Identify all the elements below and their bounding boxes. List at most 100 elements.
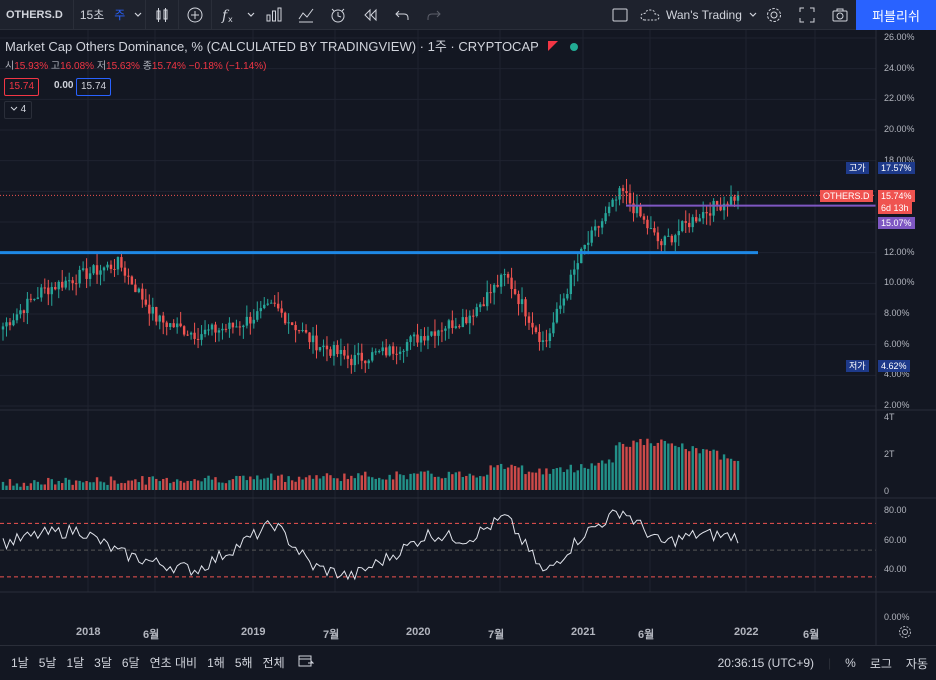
volume-bar <box>729 458 733 490</box>
series-legend[interactable]: Market Cap Others Dominance, % (CALCULAT… <box>5 36 578 55</box>
volume-bar <box>158 481 161 490</box>
percent-scale-toggle[interactable]: % <box>845 656 856 670</box>
price-tick-label: 6.00% <box>884 338 910 349</box>
volume-bar <box>607 459 611 490</box>
candle-body <box>12 320 15 326</box>
financials-icon[interactable] <box>258 0 290 30</box>
range-button[interactable]: 1달 <box>66 656 85 670</box>
candle-body <box>214 324 217 333</box>
volume-bar <box>465 475 468 490</box>
chevron-down-icon[interactable] <box>131 0 145 30</box>
volume-bar <box>391 479 395 490</box>
candle-body <box>684 221 687 223</box>
sell-price-box[interactable]: 15.74 <box>4 78 40 96</box>
candle-body <box>325 345 329 350</box>
candle-body <box>357 352 360 356</box>
volume-bar <box>555 468 559 490</box>
axis-tick-label: 4T <box>884 412 895 422</box>
chart-canvas[interactable] <box>0 30 936 645</box>
axis-tick-label: 0 <box>884 486 890 496</box>
auto-scale-toggle[interactable]: 자동 <box>905 656 928 671</box>
volume-bar <box>165 477 168 490</box>
range-button[interactable]: 전체 <box>262 656 285 670</box>
clock-time[interactable]: 20:36:15 (UTC+9) <box>717 656 815 670</box>
candle-body <box>465 317 468 324</box>
volume-bar <box>329 475 332 490</box>
price-tick-label: 10.00% <box>884 277 915 288</box>
buy-price-box[interactable]: 15.74 <box>76 78 112 96</box>
price-tick-label: 18.00% <box>884 154 915 165</box>
volume-bar <box>698 453 701 490</box>
candle-body <box>454 326 458 328</box>
candle-body <box>141 288 144 300</box>
symbol-search-button[interactable]: OTHERS.D <box>6 8 63 21</box>
volume-bar <box>726 458 729 490</box>
volume-bar <box>364 471 367 490</box>
volume-bar <box>677 447 680 490</box>
volume-bar <box>618 442 621 490</box>
alert-clock-icon[interactable] <box>322 0 354 30</box>
volume-bar <box>311 478 315 490</box>
range-button[interactable]: 1날 <box>11 656 29 670</box>
candle-body <box>273 302 276 304</box>
range-button[interactable]: 3달 <box>94 656 112 670</box>
candle-body <box>670 235 674 243</box>
volume-bar <box>646 438 649 490</box>
candles-icon[interactable] <box>146 0 178 30</box>
indicators-collapse-button[interactable]: 4 <box>4 101 32 119</box>
settings-gear-icon[interactable] <box>758 0 790 30</box>
log-scale-toggle[interactable]: 로그 <box>869 656 892 671</box>
fullscreen-layout-icon[interactable] <box>604 0 636 30</box>
date-range-icon[interactable] <box>298 654 314 671</box>
candle-body <box>694 217 698 222</box>
candle-body <box>503 274 506 276</box>
volume-bar <box>416 473 419 490</box>
axis-settings-gear-icon[interactable] <box>898 625 912 644</box>
volume-bar <box>273 480 276 490</box>
candle-body <box>19 310 22 315</box>
candle-body <box>283 312 287 324</box>
replay-icon[interactable] <box>354 0 386 30</box>
templates-icon[interactable] <box>290 0 322 30</box>
layout-menu[interactable]: Wan's Trading <box>640 0 758 30</box>
chevron-down-icon <box>749 12 757 17</box>
redo-icon[interactable] <box>418 0 450 30</box>
interval-button[interactable]: 15초 <box>79 8 105 22</box>
volume-bar <box>367 476 370 490</box>
candle-body <box>677 231 680 236</box>
add-compare-icon[interactable] <box>179 0 211 30</box>
volume-bar <box>40 484 43 490</box>
camera-icon[interactable] <box>824 0 856 30</box>
fullscreen-icon[interactable] <box>791 0 823 30</box>
volume-bar <box>137 482 141 490</box>
range-button[interactable]: 1해 <box>207 656 225 670</box>
price-tick-label: 12.00% <box>884 246 915 257</box>
candle-body <box>573 269 576 275</box>
undo-icon[interactable] <box>386 0 418 30</box>
interval-week-button[interactable]: 주 <box>114 8 126 22</box>
volume-bar <box>249 476 252 490</box>
candle-body <box>391 346 395 354</box>
candle-body <box>451 320 454 328</box>
candle-body <box>259 308 262 312</box>
volume-bar <box>447 471 451 490</box>
candle-body <box>618 188 621 200</box>
publish-button[interactable]: 퍼블리쉬 <box>856 0 936 30</box>
candle-body <box>134 284 137 293</box>
volume-bar <box>451 474 454 490</box>
chevron-down-icon[interactable] <box>244 0 258 30</box>
range-button[interactable]: 6달 <box>121 656 140 670</box>
candle-body <box>416 334 419 343</box>
price-tick-label: 4.00% <box>884 369 910 380</box>
range-button[interactable]: 5해 <box>234 656 253 670</box>
volume-bar <box>513 466 517 490</box>
volume-bar <box>221 482 224 490</box>
range-button[interactable]: 5날 <box>38 656 57 670</box>
range-button[interactable]: 연초 대비 <box>149 656 198 670</box>
time-tick-label: 6월 <box>638 629 655 641</box>
volume-bar <box>120 482 123 490</box>
flag-icon[interactable] <box>548 41 559 51</box>
price-tick-label: 26.00% <box>884 32 915 42</box>
volume-bar <box>534 472 538 490</box>
